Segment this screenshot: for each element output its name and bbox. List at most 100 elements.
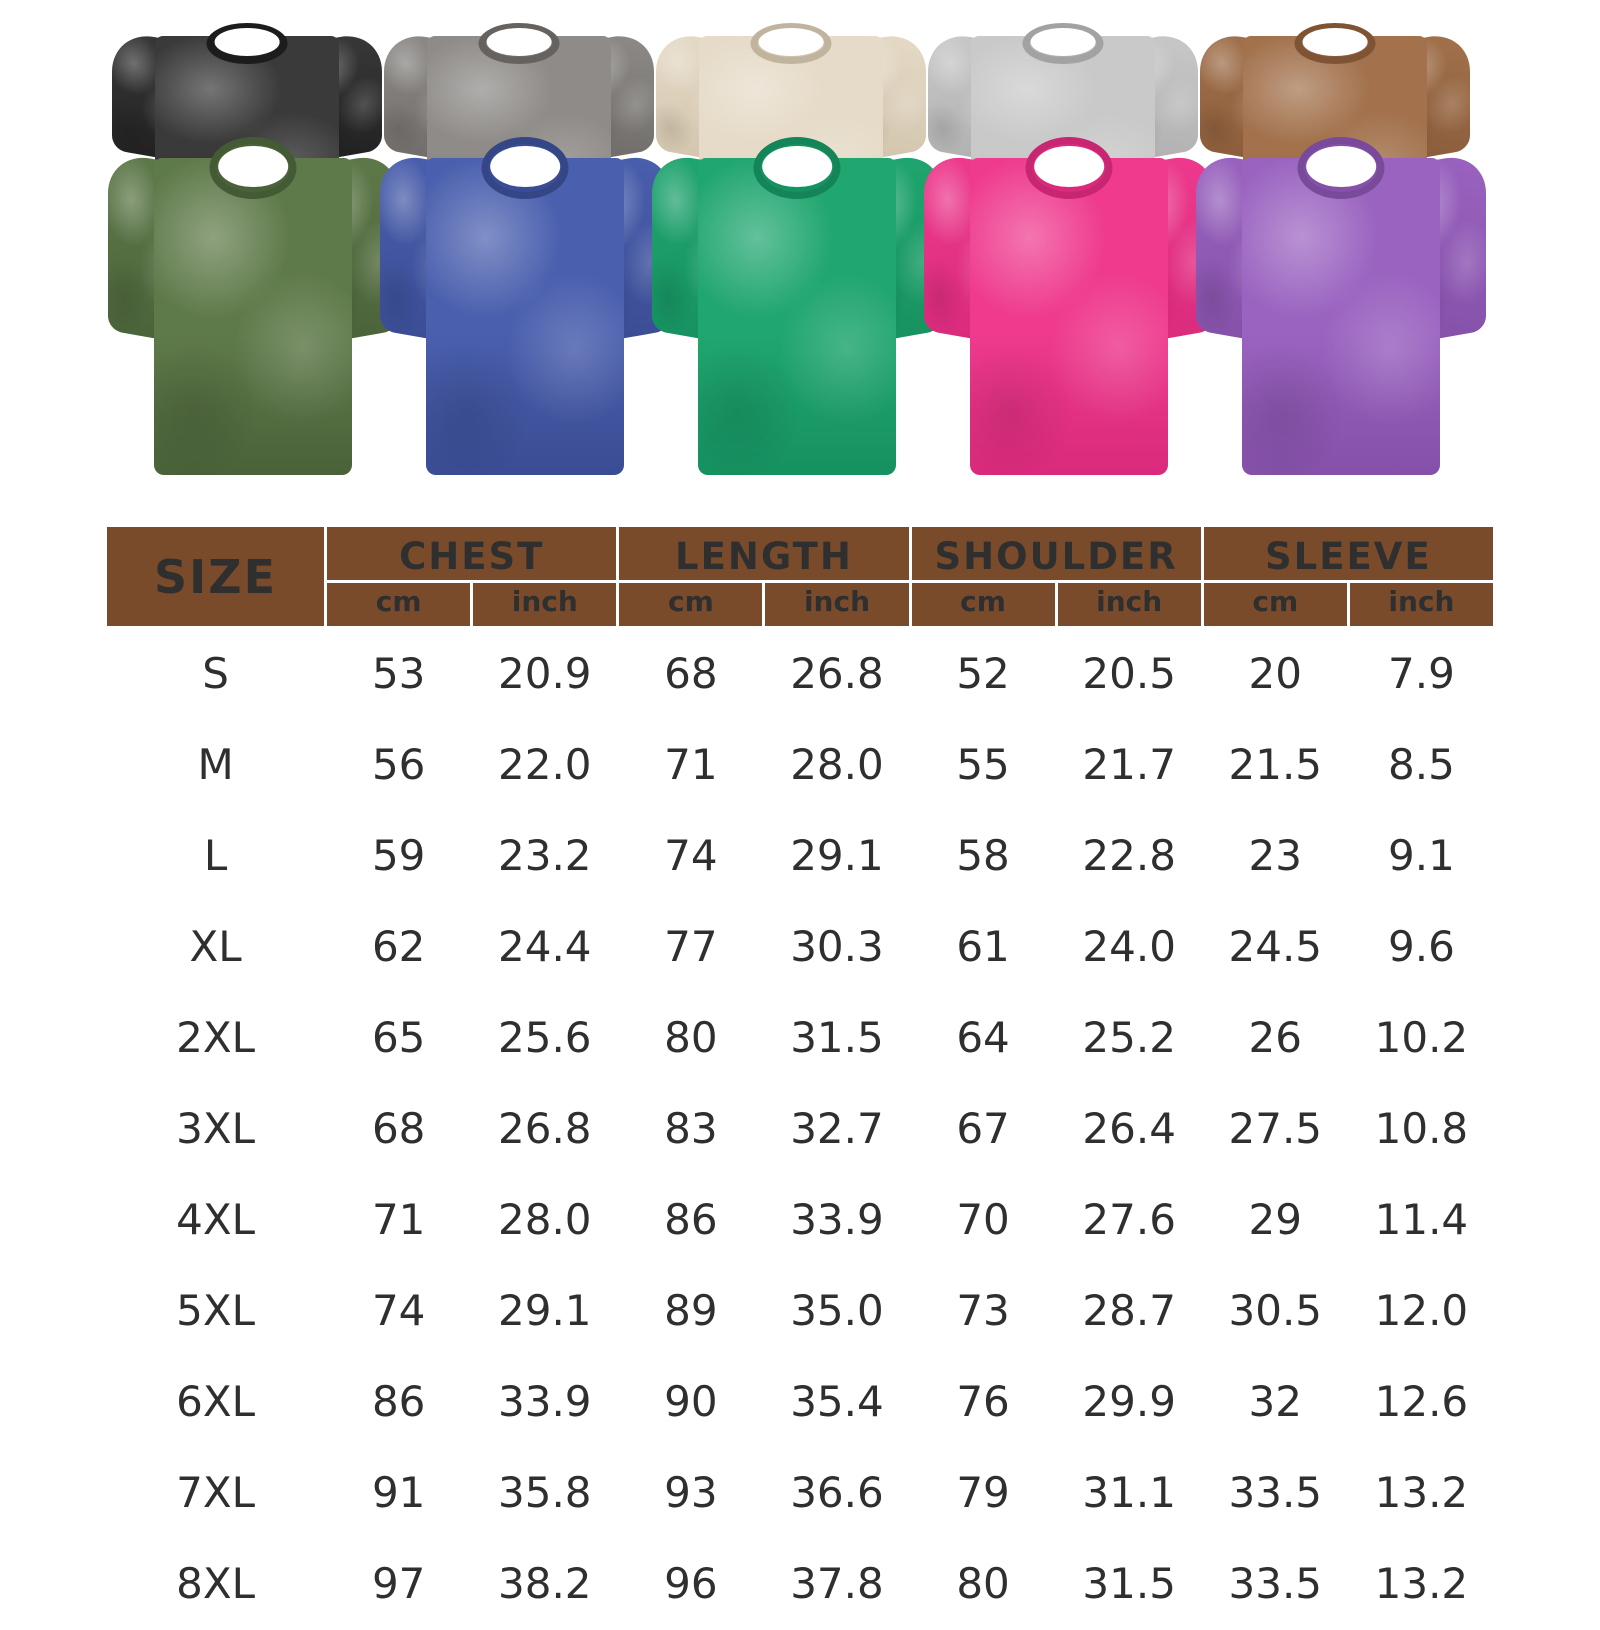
size-cell: 6XL bbox=[103, 1354, 328, 1448]
table-row: XL 62 24.4 77 30.3 61 24.0 24.5 9.6 bbox=[103, 899, 1497, 993]
measure-cell: 33.9 bbox=[762, 1172, 912, 1266]
measure-cell: 27.6 bbox=[1054, 1172, 1204, 1266]
table-row: S 53 20.9 68 26.8 52 20.5 20 7.9 bbox=[103, 626, 1497, 720]
measure-cell: 29.9 bbox=[1054, 1354, 1204, 1448]
size-cell: 2XL bbox=[103, 990, 328, 1084]
shirt-color-gallery bbox=[0, 0, 1600, 505]
measure-cell: 20 bbox=[1200, 626, 1350, 720]
header-unit-length-inch: inch bbox=[762, 580, 912, 629]
table-row: 7XL 91 35.8 93 36.6 79 31.1 33.5 13.2 bbox=[103, 1445, 1497, 1539]
measure-cell: 86 bbox=[616, 1172, 766, 1266]
measure-cell: 12.6 bbox=[1346, 1354, 1497, 1448]
table-row: L 59 23.2 74 29.1 58 22.8 23 9.1 bbox=[103, 808, 1497, 902]
shirt-collar-opening bbox=[490, 145, 560, 187]
shirt-olive bbox=[108, 130, 398, 475]
size-table-container: SIZE CHEST LENGTH SHOULDER SLEEVE cm inc… bbox=[103, 524, 1497, 1630]
measure-cell: 28.7 bbox=[1054, 1263, 1204, 1357]
measure-cell: 26.4 bbox=[1054, 1081, 1204, 1175]
measure-cell: 38.2 bbox=[470, 1536, 620, 1630]
measure-cell: 61 bbox=[908, 899, 1058, 993]
measure-cell: 26.8 bbox=[470, 1081, 620, 1175]
measure-cell: 24.0 bbox=[1054, 899, 1204, 993]
measure-cell: 97 bbox=[324, 1536, 474, 1630]
measure-cell: 25.6 bbox=[470, 990, 620, 1084]
measure-cell: 29.1 bbox=[762, 808, 912, 902]
measure-cell: 56 bbox=[324, 717, 474, 811]
measure-cell: 80 bbox=[908, 1536, 1058, 1630]
measure-cell: 23 bbox=[1200, 808, 1350, 902]
measure-cell: 37.8 bbox=[762, 1536, 912, 1630]
measure-cell: 62 bbox=[324, 899, 474, 993]
shirt-collar-opening bbox=[218, 145, 288, 187]
size-cell: 3XL bbox=[103, 1081, 328, 1175]
size-cell: L bbox=[103, 808, 328, 902]
size-cell: 5XL bbox=[103, 1263, 328, 1357]
measure-cell: 79 bbox=[908, 1445, 1058, 1539]
shirt-collar-opening bbox=[1030, 28, 1096, 56]
size-table-head: SIZE CHEST LENGTH SHOULDER SLEEVE cm inc… bbox=[103, 524, 1497, 629]
measure-cell: 33.5 bbox=[1200, 1445, 1350, 1539]
header-group-sleeve: SLEEVE bbox=[1200, 524, 1497, 583]
shirt-body bbox=[1242, 157, 1440, 475]
shirt-body bbox=[154, 157, 352, 475]
measure-cell: 93 bbox=[616, 1445, 766, 1539]
header-group-chest: CHEST bbox=[324, 524, 620, 583]
measure-cell: 31.5 bbox=[1054, 1536, 1204, 1630]
measure-cell: 35.4 bbox=[762, 1354, 912, 1448]
measure-cell: 21.5 bbox=[1200, 717, 1350, 811]
measure-cell: 20.9 bbox=[470, 626, 620, 720]
measure-cell: 70 bbox=[908, 1172, 1058, 1266]
measure-cell: 25.2 bbox=[1054, 990, 1204, 1084]
measure-cell: 9.1 bbox=[1346, 808, 1497, 902]
shirt-collar-opening bbox=[762, 145, 832, 187]
measure-cell: 58 bbox=[908, 808, 1058, 902]
size-cell: XL bbox=[103, 899, 328, 993]
measure-cell: 10.2 bbox=[1346, 990, 1497, 1084]
header-group-shoulder: SHOULDER bbox=[908, 524, 1204, 583]
measure-cell: 73 bbox=[908, 1263, 1058, 1357]
header-size: SIZE bbox=[103, 524, 328, 629]
table-row: 4XL 71 28.0 86 33.9 70 27.6 29 11.4 bbox=[103, 1172, 1497, 1266]
measure-cell: 33.5 bbox=[1200, 1536, 1350, 1630]
measure-cell: 30.3 bbox=[762, 899, 912, 993]
header-unit-row: cm inch cm inch cm inch cm inch bbox=[106, 580, 1497, 629]
shirt-body bbox=[970, 157, 1168, 475]
measure-cell: 68 bbox=[616, 626, 766, 720]
measure-cell: 68 bbox=[324, 1081, 474, 1175]
measure-cell: 30.5 bbox=[1200, 1263, 1350, 1357]
table-row: 5XL 74 29.1 89 35.0 73 28.7 30.5 12.0 bbox=[103, 1263, 1497, 1357]
measure-cell: 8.5 bbox=[1346, 717, 1497, 811]
measure-cell: 20.5 bbox=[1054, 626, 1204, 720]
size-cell: S bbox=[103, 626, 328, 720]
measure-cell: 10.8 bbox=[1346, 1081, 1497, 1175]
size-cell: 7XL bbox=[103, 1445, 328, 1539]
shirt-pink bbox=[924, 130, 1214, 475]
measure-cell: 11.4 bbox=[1346, 1172, 1497, 1266]
measure-cell: 28.0 bbox=[470, 1172, 620, 1266]
measure-cell: 26.8 bbox=[762, 626, 912, 720]
size-table: SIZE CHEST LENGTH SHOULDER SLEEVE cm inc… bbox=[103, 524, 1497, 1630]
measure-cell: 74 bbox=[616, 808, 766, 902]
size-cell: 8XL bbox=[103, 1536, 328, 1630]
measure-cell: 86 bbox=[324, 1354, 474, 1448]
measure-cell: 76 bbox=[908, 1354, 1058, 1448]
measure-cell: 13.2 bbox=[1346, 1445, 1497, 1539]
measure-cell: 33.9 bbox=[470, 1354, 620, 1448]
size-cell: 4XL bbox=[103, 1172, 328, 1266]
measure-cell: 71 bbox=[324, 1172, 474, 1266]
measure-cell: 26 bbox=[1200, 990, 1350, 1084]
table-row: 6XL 86 33.9 90 35.4 76 29.9 32 12.6 bbox=[103, 1354, 1497, 1448]
size-table-body: S 53 20.9 68 26.8 52 20.5 20 7.9 M 56 22.0 71 28.0 55 2… bbox=[103, 626, 1497, 1630]
measure-cell: 52 bbox=[908, 626, 1058, 720]
measure-cell: 96 bbox=[616, 1536, 766, 1630]
measure-cell: 59 bbox=[324, 808, 474, 902]
shirt-body bbox=[426, 157, 624, 475]
shirt-purple bbox=[1196, 130, 1486, 475]
measure-cell: 35.8 bbox=[470, 1445, 620, 1539]
measure-cell: 22.8 bbox=[1054, 808, 1204, 902]
measure-cell: 13.2 bbox=[1346, 1536, 1497, 1630]
shirt-collar-opening bbox=[1306, 145, 1376, 187]
measure-cell: 32.7 bbox=[762, 1081, 912, 1175]
shirt-green bbox=[652, 130, 942, 475]
shirt-collar-opening bbox=[1034, 145, 1104, 187]
